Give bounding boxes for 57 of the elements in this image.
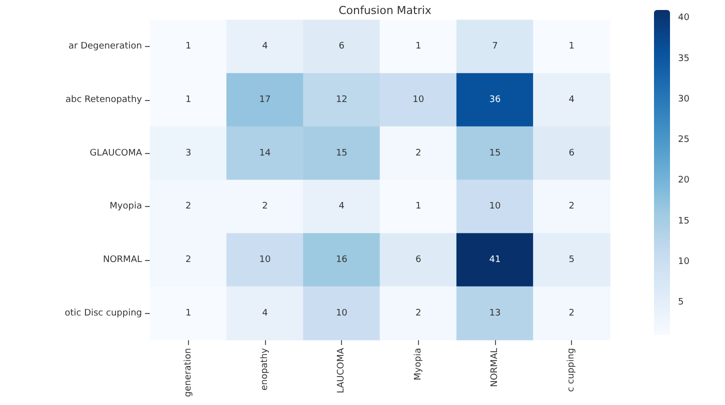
color-bar-label: 40 (678, 13, 690, 24)
data-label: 14 (259, 148, 271, 158)
color-bar-label: 5 (678, 298, 684, 308)
x-tick-label: enopathy (260, 347, 270, 391)
color-bar-label: 30 (678, 94, 690, 104)
data-label: 7 (492, 42, 498, 52)
y-tick-label: NORMAL (102, 255, 142, 265)
data-label: 2 (262, 202, 268, 212)
data-label: 1 (415, 202, 422, 212)
data-label: 1 (568, 42, 575, 52)
y-tick-label: ar Degeneration (68, 42, 142, 52)
color-bar-label: 15 (678, 216, 690, 226)
y-tick-label: abc Retenopathy (66, 95, 143, 105)
data-label: 13 (489, 308, 501, 318)
data-label: 2 (568, 202, 575, 212)
data-label: 4 (262, 308, 268, 318)
data-label: 6 (415, 255, 422, 265)
x-tick-label: LAUCOMA (336, 347, 347, 394)
data-label: 1 (415, 42, 422, 52)
data-label: 10 (336, 308, 348, 318)
data-label: 2 (185, 255, 192, 265)
x-tick-label: generation (183, 348, 194, 397)
data-label: 1 (185, 95, 192, 105)
data-label: 4 (338, 202, 345, 212)
data-label: 41 (489, 255, 501, 265)
y-tick-label: GLAUCOMA (90, 148, 143, 158)
x-tick-label: NORMAL (490, 348, 500, 388)
data-label: 17 (259, 95, 271, 105)
data-label: 15 (489, 148, 501, 158)
x-tick-label: Myopia (413, 348, 424, 380)
data-label: 10 (259, 255, 271, 265)
data-label: 2 (415, 308, 422, 318)
data-label: 6 (338, 42, 345, 52)
data-label: 10 (489, 202, 501, 212)
data-label: 1 (185, 308, 192, 318)
color-bar-label: 20 (678, 176, 690, 186)
data-label: 2 (185, 202, 192, 212)
x-tick-label: c cupping (566, 348, 577, 392)
y-tick-label: otic Disc cupping (64, 308, 142, 318)
data-label: 6 (568, 148, 575, 158)
data-label: 3 (185, 148, 192, 158)
data-label: 5 (568, 255, 575, 265)
data-label: 4 (262, 42, 268, 52)
data-label: 4 (568, 95, 575, 105)
data-label: 2 (568, 308, 575, 318)
data-label: 2 (415, 148, 422, 158)
color-bar-label: 25 (678, 135, 690, 145)
y-tick-label: Myopia (110, 202, 142, 212)
data-label: 36 (489, 95, 501, 105)
data-label: 1 (185, 42, 192, 52)
color-bar-label: 35 (678, 54, 690, 64)
data-label: 12 (336, 95, 348, 105)
chart-title: Confusion Matrix (338, 4, 432, 17)
color-bar-label: 10 (678, 256, 690, 267)
data-label: 15 (336, 148, 348, 158)
data-label: 16 (336, 255, 348, 265)
data-label: 10 (412, 95, 424, 105)
